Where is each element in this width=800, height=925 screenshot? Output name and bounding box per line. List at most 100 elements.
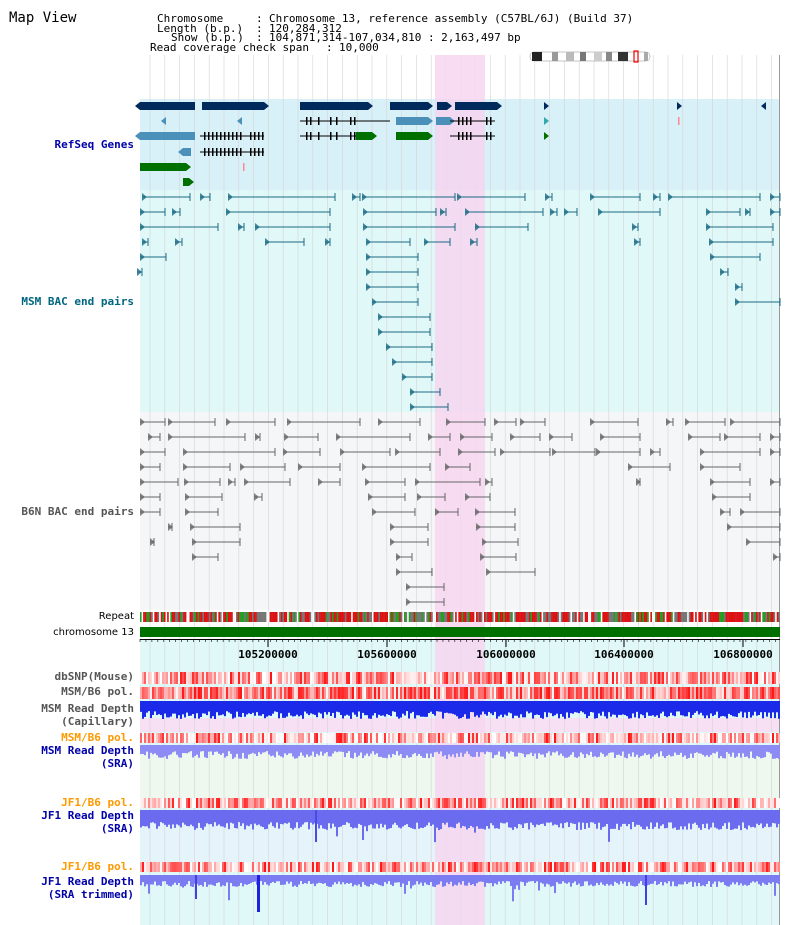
- heat-cell: [256, 862, 258, 872]
- depth-bar: [708, 875, 710, 882]
- msm-depth-cap-label-1[interactable]: MSM Read Depth: [41, 702, 134, 715]
- depth-bar: [692, 701, 694, 715]
- depth-bar: [386, 875, 388, 884]
- depth-bar: [480, 745, 482, 753]
- heat-cell: [414, 733, 416, 743]
- heat-cell: [506, 862, 508, 872]
- jf1-b6-pol-label[interactable]: JF1/B6 pol.: [61, 796, 134, 809]
- depth-bar: [712, 701, 714, 717]
- heat-cell: [698, 672, 700, 684]
- depth-bar: [344, 701, 346, 716]
- depth-bar: [238, 810, 240, 823]
- repeat-element: [648, 612, 651, 622]
- dbsnp-label[interactable]: dbSNP(Mouse): [54, 670, 134, 683]
- depth-bar: [260, 875, 262, 882]
- repeat-element: [263, 612, 265, 622]
- depth-bar: [508, 745, 510, 754]
- depth-bar: [280, 810, 282, 824]
- b6n-bac-track[interactable]: [140, 418, 781, 606]
- depth-bar: [348, 745, 350, 752]
- jf1-depth-sra-label-2[interactable]: (SRA): [100, 822, 134, 835]
- heat-cell: [758, 672, 760, 684]
- depth-bar: [192, 810, 194, 827]
- selection-highlight[interactable]: [435, 55, 485, 925]
- heat-cell: [352, 672, 354, 684]
- heat-cell: [462, 798, 464, 808]
- depth-bar: [146, 875, 148, 885]
- polymorphism-heat-tracks[interactable]: [140, 672, 780, 872]
- heat-cell: [292, 862, 294, 872]
- heat-cell: [684, 672, 686, 684]
- heat-cell: [702, 733, 704, 743]
- depth-bar: [488, 875, 490, 884]
- heat-cell: [722, 798, 724, 808]
- depth-bar: [312, 745, 314, 752]
- heat-cell: [222, 687, 224, 699]
- b6n-bac-label[interactable]: B6N BAC end pairs: [21, 505, 134, 518]
- depth-bar: [156, 875, 158, 886]
- repeat-element: [170, 612, 172, 622]
- refseq-genes-label[interactable]: RefSeq Genes: [54, 138, 134, 151]
- heat-cell: [420, 687, 422, 699]
- msm-bac-track[interactable]: [137, 193, 781, 411]
- msm-depth-sra-label-1[interactable]: MSM Read Depth: [41, 744, 134, 757]
- depth-bar: [544, 875, 546, 887]
- depth-bar: [724, 875, 726, 886]
- jf1-depth-sra-label-1[interactable]: JF1 Read Depth: [41, 809, 134, 822]
- bac-end: [366, 283, 371, 291]
- chromosome-bar[interactable]: [140, 627, 780, 637]
- exon-mark: [354, 117, 356, 125]
- bac-end: [140, 253, 145, 261]
- depth-bar: [174, 745, 176, 752]
- heat-cell: [656, 733, 658, 743]
- msm-b6-pol-label[interactable]: MSM/B6 pol.: [61, 685, 134, 698]
- heat-cell: [164, 798, 166, 808]
- depth-bar: [536, 875, 538, 882]
- jf1-depth-trim-label-2[interactable]: (SRA trimmed): [47, 888, 134, 901]
- heat-cell: [150, 798, 152, 808]
- heat-cell: [630, 672, 632, 684]
- heat-cell: [670, 733, 672, 743]
- repeat-track[interactable]: [140, 612, 780, 622]
- heat-cell: [346, 687, 348, 699]
- heat-cell: [172, 798, 174, 808]
- depth-bar: [336, 875, 338, 884]
- chromosome-ideogram[interactable]: [529, 50, 651, 63]
- heat-cell: [726, 687, 728, 699]
- refseq-gene-track[interactable]: [135, 102, 766, 186]
- msm-depth-cap-label-2[interactable]: (Capillary): [61, 715, 134, 728]
- heat-cell: [566, 687, 568, 699]
- heat-cell: [722, 687, 724, 699]
- depth-bar: [242, 810, 244, 824]
- heat-cell: [524, 733, 526, 743]
- bac-end: [148, 433, 153, 441]
- depth-bar: [424, 875, 426, 883]
- heat-cell: [380, 798, 382, 808]
- heat-cell: [346, 862, 348, 872]
- depth-bar: [356, 875, 358, 886]
- heat-cell: [602, 687, 604, 699]
- exon-mark: [240, 132, 242, 140]
- read-depth-tracks[interactable]: [140, 701, 780, 912]
- repeat-element: [264, 612, 267, 622]
- jf1-b6-pol-label-2[interactable]: JF1/B6 pol.: [61, 860, 134, 873]
- jf1-depth-trim-label-1[interactable]: JF1 Read Depth: [41, 875, 134, 888]
- bac-end: [142, 193, 147, 201]
- heat-cell: [744, 733, 746, 743]
- heat-cell: [756, 798, 758, 808]
- msm-depth-sra-label-2[interactable]: (SRA): [100, 757, 134, 770]
- msm-bac-label[interactable]: MSM BAC end pairs: [21, 295, 134, 308]
- heat-cell: [700, 733, 702, 743]
- depth-bar: [454, 810, 456, 829]
- repeat-element: [176, 612, 179, 622]
- depth-bar: [610, 810, 612, 829]
- bac-end: [363, 223, 368, 231]
- repeat-element: [701, 612, 704, 622]
- depth-bar: [222, 701, 224, 715]
- repeat-element: [322, 612, 324, 622]
- heat-cell: [312, 862, 314, 872]
- depth-bar: [680, 810, 682, 827]
- repeat-element: [423, 612, 425, 622]
- msm-b6-pol-label-2[interactable]: MSM/B6 pol.: [61, 731, 134, 744]
- heat-cell: [538, 862, 540, 872]
